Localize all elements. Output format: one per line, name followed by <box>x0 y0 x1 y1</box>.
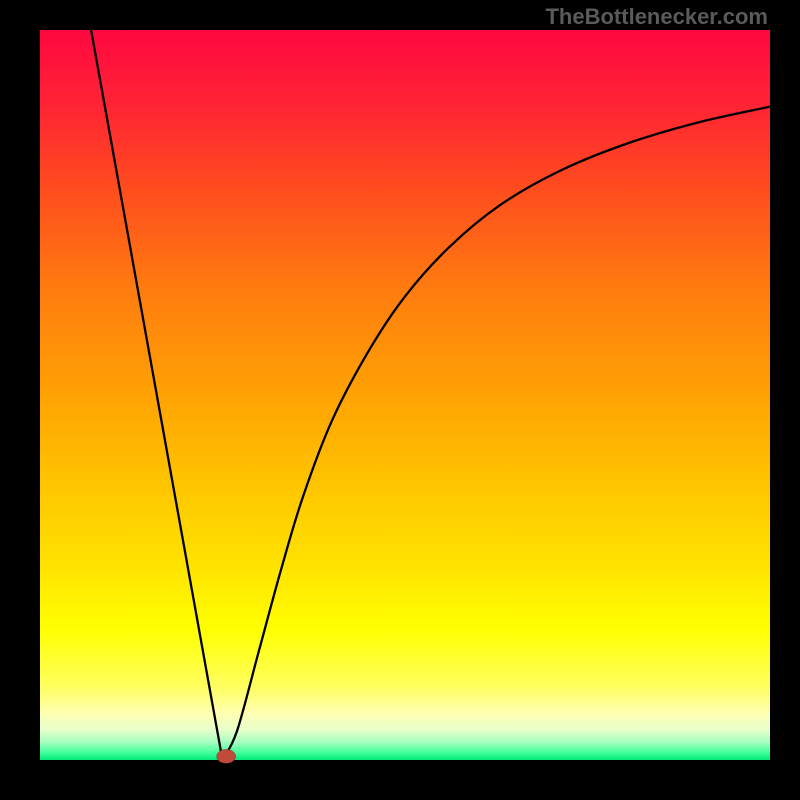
bottleneck-chart: TheBottlenecker.com <box>0 0 800 800</box>
minimum-marker <box>217 749 236 763</box>
watermark-text: TheBottlenecker.com <box>545 4 768 29</box>
plot-area <box>40 30 770 760</box>
